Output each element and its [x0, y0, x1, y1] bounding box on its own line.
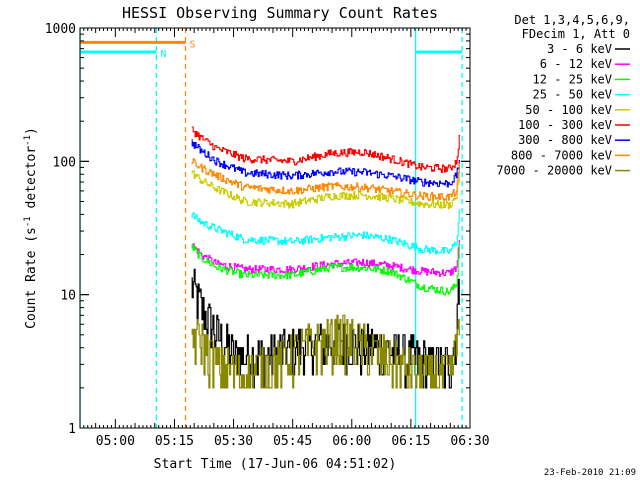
legend-label-6: 300 - 800 keV [518, 133, 612, 147]
series-line-7 [191, 158, 461, 201]
y-tick-label-2: 100 [53, 155, 76, 170]
chart-title: HESSI Observing Summary Count Rates [122, 4, 438, 22]
legend-label-0: 3 - 6 keV [547, 42, 612, 56]
y-label-part2: detector [24, 146, 39, 217]
legend-label-7: 800 - 7000 keV [511, 148, 612, 162]
y-axis-label: Count Rate (s-1 detector-1) [23, 127, 39, 329]
series-line-2 [191, 243, 461, 296]
plot-frame [79, 27, 471, 429]
y-tick-label-0: 1 [68, 422, 76, 437]
series-line-5 [191, 126, 461, 173]
series-line-8 [191, 314, 461, 389]
legend-label-3: 25 - 50 keV [533, 88, 612, 102]
generation-timestamp: 23-Feb-2010 21:09 [544, 468, 636, 478]
x-tick-label-6: 06:30 [450, 434, 489, 449]
x-tick-label-3: 05:45 [273, 434, 312, 449]
series-line-6 [191, 139, 461, 188]
legend: Det 1,3,4,5,6,9, FDecim 1, Att 0 3 - 6 k… [496, 13, 630, 178]
legend-label-5: 100 - 300 keV [518, 118, 612, 132]
flag-label-n: N [160, 49, 166, 60]
y-tick-label-3: 1000 [45, 22, 76, 37]
series-line-3 [191, 209, 461, 255]
x-axis-ticks: 05:00 05:15 05:30 05:45 06:00 06:15 06:30 [83, 28, 490, 449]
x-axis-label: Start Time (17-Jun-06 04:51:02) [154, 457, 397, 472]
x-tick-label-4: 06:00 [332, 434, 371, 449]
y-axis-ticks: 1 10 100 1000 [45, 22, 470, 437]
legend-label-4: 50 - 100 keV [525, 103, 612, 117]
y-label-sup1: -1 [23, 216, 33, 227]
y-label-part3: ) [24, 127, 39, 135]
y-label-part1: Count Rate (s [24, 227, 39, 329]
y-tick-label-1: 10 [60, 289, 76, 304]
series-lines [191, 126, 461, 389]
x-tick-label-2: 05:30 [214, 434, 253, 449]
legend-header-2: FDecim 1, Att 0 [522, 27, 630, 41]
observing-flags: NS [80, 39, 463, 60]
legend-header-1: Det 1,3,4,5,6,9, [514, 13, 630, 27]
legend-label-8: 7000 - 20000 keV [496, 164, 612, 178]
x-tick-label-5: 06:15 [391, 434, 430, 449]
x-tick-label-1: 05:15 [155, 434, 194, 449]
series-line-4 [191, 167, 461, 210]
flag-label-s: S [189, 39, 195, 50]
legend-label-2: 12 - 25 keV [533, 72, 612, 86]
x-tick-label-0: 05:00 [96, 434, 135, 449]
y-label-sup2: -1 [23, 135, 33, 146]
legend-label-1: 6 - 12 keV [540, 57, 612, 71]
